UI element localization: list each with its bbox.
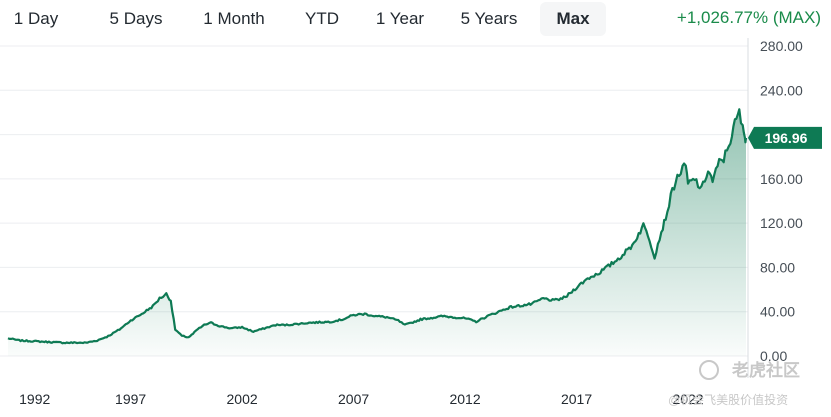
performance-change: +1,026.77% (MAX): [676, 8, 821, 27]
tab-1-month[interactable]: 1 Month: [203, 9, 265, 28]
x-tick-label: 2012: [449, 391, 480, 407]
x-tick-label: 2002: [227, 391, 258, 407]
y-tick-label: 40.00: [760, 304, 795, 320]
y-tick-label: 0.00: [760, 348, 787, 364]
tab-max[interactable]: Max: [540, 2, 606, 36]
price-area: [8, 109, 746, 356]
x-tick-label: 2022: [672, 391, 703, 407]
y-tick-label: 120.00: [760, 215, 803, 231]
x-tick-label: 1997: [115, 391, 146, 407]
tab-1-day[interactable]: 1 Day: [13, 9, 59, 28]
y-tick-label: 80.00: [760, 259, 795, 275]
watermark: 老虎社区 @机会飞美股价值投资: [668, 360, 800, 407]
tab-5-days[interactable]: 5 Days: [109, 9, 163, 28]
tab-1-year[interactable]: 1 Year: [375, 9, 425, 28]
tab-ytd[interactable]: YTD: [305, 9, 339, 28]
y-tick-label: 160.00: [760, 171, 803, 187]
x-tick-label: 2017: [561, 391, 592, 407]
y-tick-label: 280.00: [760, 38, 803, 54]
tiger-logo-icon: [699, 360, 719, 380]
tab-5-years[interactable]: 5 Years: [460, 9, 518, 28]
current-price-label: 196.96: [765, 130, 808, 146]
price-line: [7, 108, 748, 345]
y-tick-label: 240.00: [760, 82, 803, 98]
x-tick-label: 2007: [338, 391, 369, 407]
current-price-badge: 196.96: [748, 126, 822, 149]
range-tabs: 1 Day 5 Days 1 Month YTD 1 Year 5 Years Max: [0, 0, 640, 38]
current-price-badge-bg: [748, 126, 822, 149]
watermark-brand: 老虎社区: [731, 360, 800, 380]
x-tick-label: 1992: [19, 391, 50, 407]
watermark-handle: @机会飞美股价值投资: [668, 392, 788, 407]
